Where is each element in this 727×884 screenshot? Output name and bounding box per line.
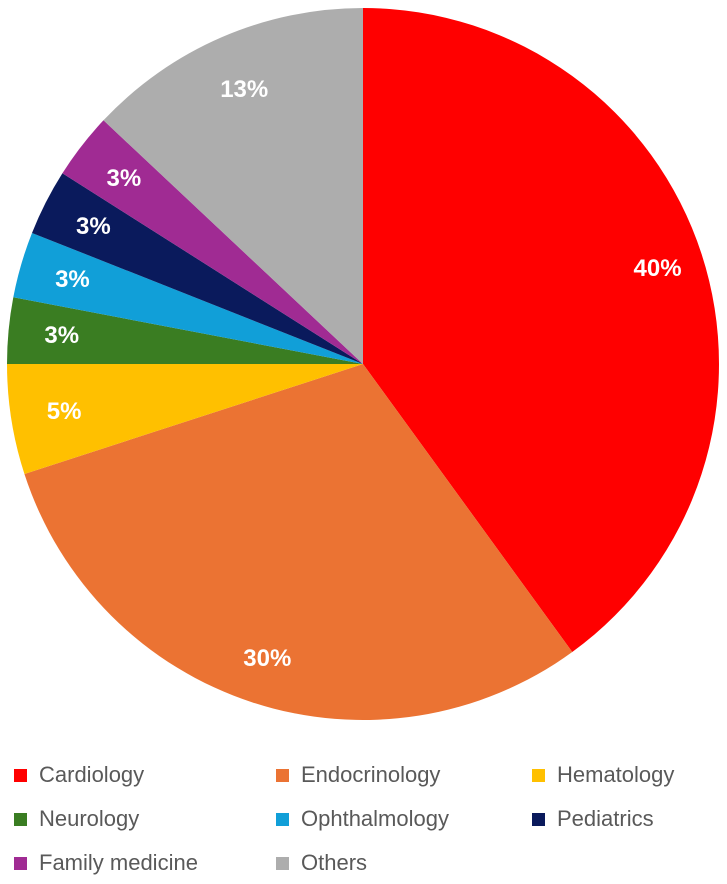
pie-slice-pediatrics bbox=[31, 173, 363, 364]
data-label-pediatrics: 3% bbox=[76, 213, 111, 240]
pie-slice-family-medicine bbox=[62, 120, 364, 364]
pie-slice-cardiology bbox=[363, 8, 719, 653]
pie-slice-neurology bbox=[7, 297, 363, 364]
legend-swatch-ophthalmology bbox=[276, 812, 289, 826]
data-label-family-medicine: 3% bbox=[107, 165, 142, 192]
pie-slice-hematology bbox=[7, 364, 363, 475]
data-label-others: 13% bbox=[220, 76, 268, 103]
pie-slice-others bbox=[103, 8, 363, 364]
data-label-endocrinology: 30% bbox=[243, 645, 291, 672]
legend-label-pediatrics: Pediatrics bbox=[557, 806, 654, 831]
legend-label-hematology: Hematology bbox=[557, 762, 675, 787]
legend-item-family-medicine: Family medicine bbox=[14, 848, 276, 878]
pie-slice-ophthalmology bbox=[13, 232, 364, 364]
legend-item-pediatrics: Pediatrics bbox=[532, 804, 714, 834]
legend-label-others: Others bbox=[301, 850, 368, 875]
legend-item-endocrinology: Endocrinology bbox=[276, 760, 532, 790]
legend-swatch-hematology bbox=[532, 768, 545, 782]
legend-swatch-neurology bbox=[14, 812, 27, 826]
legend-item-others: Others bbox=[276, 848, 532, 878]
legend-label-cardiology: Cardiology bbox=[39, 762, 145, 787]
legend-swatch-pediatrics bbox=[532, 812, 545, 826]
legend-item-neurology: Neurology bbox=[14, 804, 276, 834]
legend-item-ophthalmology: Ophthalmology bbox=[276, 804, 532, 834]
data-label-hematology: 5% bbox=[47, 398, 82, 425]
legend-item-cardiology: Cardiology bbox=[14, 760, 276, 790]
legend-label-neurology: Neurology bbox=[39, 806, 140, 831]
data-label-ophthalmology: 3% bbox=[55, 266, 90, 293]
legend-label-ophthalmology: Ophthalmology bbox=[301, 806, 449, 831]
legend-swatch-family-medicine bbox=[14, 856, 27, 870]
data-label-cardiology: 40% bbox=[634, 255, 682, 282]
legend-item-hematology: Hematology bbox=[532, 760, 714, 790]
legend-swatch-endocrinology bbox=[276, 768, 289, 782]
legend-label-family-medicine: Family medicine bbox=[39, 850, 198, 875]
pie-slice-endocrinology bbox=[24, 364, 573, 720]
legend-swatch-others bbox=[276, 856, 289, 870]
legend-swatch-cardiology bbox=[14, 768, 27, 782]
legend: Cardiology Endocrinology Hematology Neur… bbox=[14, 760, 714, 878]
data-label-neurology: 3% bbox=[44, 322, 79, 349]
legend-label-endocrinology: Endocrinology bbox=[301, 762, 441, 787]
pie-chart: 40% 30% 5% 3% 3% 3% 3% 13% bbox=[7, 8, 719, 720]
